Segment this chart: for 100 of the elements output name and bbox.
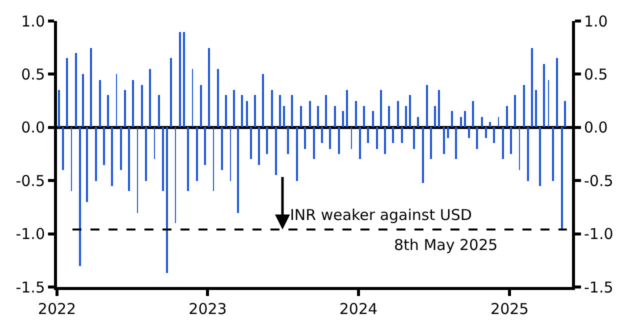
- bar: [481, 117, 483, 127]
- bar: [380, 90, 382, 127]
- bar: [434, 106, 436, 127]
- y-tick-label: -1.0: [16, 225, 45, 244]
- bar: [287, 127, 289, 154]
- bar: [208, 48, 210, 127]
- y-tick-label: -0.5: [16, 172, 45, 190]
- bar: [384, 127, 386, 154]
- bar: [309, 101, 311, 127]
- bar: [413, 127, 415, 149]
- bar: [502, 127, 504, 159]
- bar: [111, 127, 113, 186]
- bar: [556, 58, 558, 127]
- bar: [183, 32, 185, 127]
- bar: [200, 85, 202, 127]
- x-tick-label: 2025: [490, 300, 529, 318]
- y-tick-label: 0.0: [21, 118, 45, 137]
- bar: [237, 127, 239, 213]
- y-tick-label: 1.0: [21, 12, 45, 30]
- bar: [422, 127, 424, 183]
- bar: [317, 106, 319, 127]
- bar: [485, 127, 487, 138]
- bar: [564, 101, 566, 127]
- bar: [359, 127, 361, 159]
- y-tick-label: -1.5: [16, 278, 45, 296]
- bar: [95, 127, 97, 181]
- bar: [438, 90, 440, 127]
- bar: [283, 106, 285, 127]
- bar: [397, 101, 399, 127]
- annotation: INR weaker against USD: [290, 206, 472, 224]
- bar: [451, 111, 453, 127]
- bar: [241, 95, 243, 127]
- bar: [132, 80, 134, 127]
- bar: [66, 58, 68, 127]
- bar: [233, 90, 235, 127]
- bar: [296, 127, 298, 181]
- bar: [250, 127, 252, 159]
- bar: [107, 95, 109, 127]
- bar: [103, 127, 105, 165]
- bar: [90, 48, 92, 127]
- bar: [271, 90, 273, 127]
- bar: [162, 127, 164, 191]
- x-tick-label: 2024: [339, 300, 378, 318]
- bar: [204, 127, 206, 165]
- bar: [325, 95, 327, 127]
- bar: [367, 127, 369, 143]
- y-tick-label: 0.5: [21, 65, 45, 84]
- bar: [79, 127, 81, 266]
- bar: [363, 106, 365, 127]
- bar: [342, 111, 344, 127]
- bar: [552, 127, 554, 181]
- bar: [409, 95, 411, 127]
- bar: [523, 85, 525, 127]
- y2-tick-label: 1.0: [584, 12, 608, 30]
- bar: [179, 32, 181, 127]
- bar: [401, 127, 403, 143]
- bar: [99, 80, 101, 127]
- y2-tick-label: 0.5: [584, 65, 608, 84]
- x-tick-label: 2022: [38, 300, 76, 318]
- bar: [170, 58, 172, 127]
- bar: [372, 111, 374, 127]
- bar: [120, 127, 122, 170]
- bar: [510, 127, 512, 154]
- bar: [543, 64, 545, 127]
- bar: [217, 69, 219, 127]
- bar: [464, 111, 466, 127]
- bar: [158, 95, 160, 127]
- bar: [426, 85, 428, 127]
- bar: [527, 127, 529, 181]
- bar: [329, 127, 331, 149]
- bar: [279, 95, 281, 127]
- bar: [388, 106, 390, 127]
- bar: [275, 127, 277, 175]
- bar: [531, 48, 533, 127]
- bar: [62, 127, 64, 170]
- bar: [262, 74, 264, 127]
- bar: [266, 127, 268, 154]
- bar: [304, 127, 306, 149]
- bar: [166, 127, 168, 273]
- bar: [535, 90, 537, 127]
- bar: [225, 95, 227, 127]
- bar: [313, 127, 315, 159]
- bar: [300, 106, 302, 127]
- bar: [561, 127, 563, 230]
- bar: [334, 106, 336, 127]
- bar: [321, 127, 323, 143]
- bar: [187, 127, 189, 191]
- bar: [468, 127, 470, 138]
- bar: [291, 95, 293, 127]
- bar: [346, 90, 348, 127]
- bar: [430, 127, 432, 159]
- bar: [82, 74, 84, 127]
- bar: [405, 106, 407, 127]
- bar: [145, 127, 147, 181]
- bar: [124, 90, 126, 127]
- bar: [246, 101, 248, 127]
- bar: [75, 53, 77, 127]
- bar: [493, 127, 495, 143]
- bar: [141, 85, 143, 127]
- bar: [149, 69, 151, 127]
